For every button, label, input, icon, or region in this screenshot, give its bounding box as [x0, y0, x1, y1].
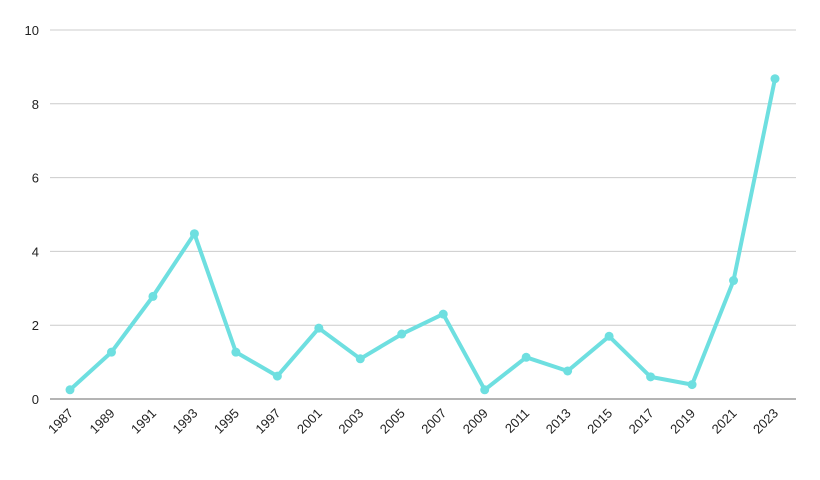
data-point-2011 [521, 352, 531, 362]
x-axis-tick-labels: 1987 1989 1991 1993 1995 1997 2001 2003 2005 2007… [45, 406, 781, 437]
data-point-2023 [770, 74, 780, 84]
data-point-1995 [231, 347, 241, 357]
x-tick-label: 1995 [211, 406, 242, 437]
x-tick-label: 2001 [294, 406, 325, 437]
x-tick-label: 1989 [87, 406, 118, 437]
x-tick-label: 2023 [750, 406, 781, 437]
x-tick-label: 1993 [169, 406, 200, 437]
series-line [68, 76, 777, 392]
y-tick-label: 10 [25, 23, 39, 38]
data-point-1993 [189, 229, 199, 239]
data-points [65, 74, 780, 395]
x-tick-label: 2007 [418, 406, 449, 437]
data-point-2007 [438, 309, 448, 319]
y-tick-label: 2 [32, 318, 39, 333]
x-tick-label: 1987 [45, 406, 76, 437]
x-tick-label: 2013 [543, 406, 574, 437]
data-point-1987 [65, 385, 75, 395]
y-axis-tick-labels: 0 2 4 6 8 10 [25, 23, 39, 407]
x-tick-label: 2009 [460, 406, 491, 437]
data-point-1991 [148, 291, 158, 301]
x-tick-label: 2005 [377, 406, 408, 437]
x-tick-label: 1991 [128, 406, 159, 437]
x-tick-label: 1997 [252, 406, 283, 437]
y-tick-label: 6 [32, 171, 39, 186]
x-tick-label: 2003 [335, 406, 366, 437]
data-point-2001 [314, 323, 324, 333]
data-point-2003 [355, 354, 365, 364]
x-tick-label: 2011 [502, 406, 532, 436]
y-tick-label: 8 [32, 97, 39, 112]
data-point-2019 [687, 380, 697, 390]
x-tick-label: 2017 [626, 406, 657, 437]
gridlines [50, 29, 796, 326]
y-tick-label: 4 [32, 244, 39, 259]
data-point-2009 [480, 385, 490, 395]
data-point-2013 [563, 366, 573, 376]
data-point-2017 [646, 372, 656, 382]
data-point-1989 [106, 347, 116, 357]
x-tick-label: 2021 [709, 406, 740, 437]
data-point-2015 [604, 331, 614, 341]
data-point-1997 [272, 371, 282, 381]
x-tick-label: 2015 [584, 406, 615, 437]
y-tick-label: 0 [32, 392, 39, 407]
data-point-2021 [729, 276, 739, 286]
data-point-2005 [397, 329, 407, 339]
x-tick-label: 2019 [667, 406, 698, 437]
